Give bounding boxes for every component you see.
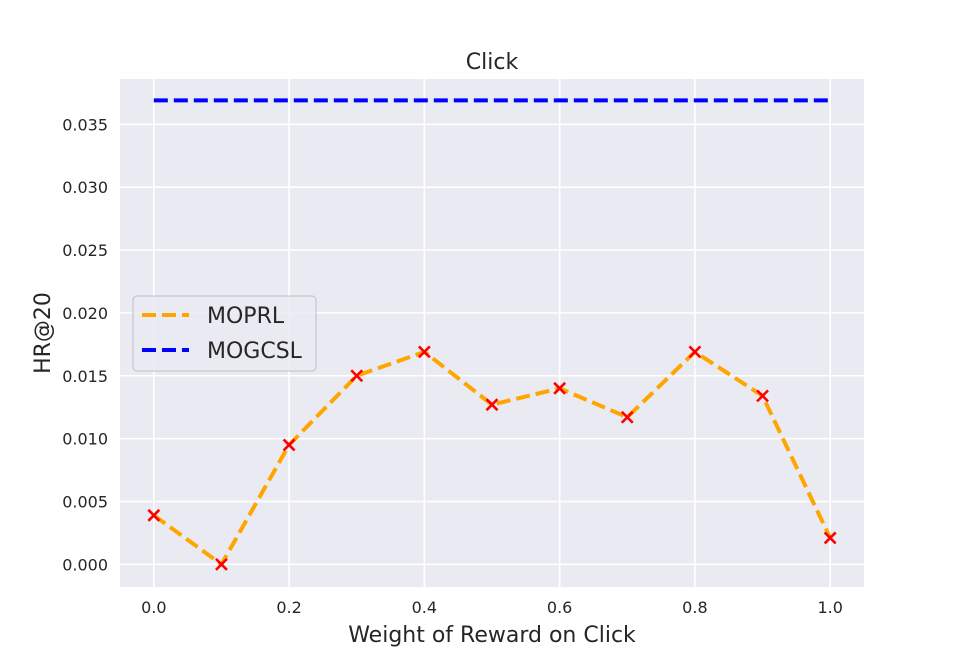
data-point-moprl xyxy=(756,389,769,403)
data-point-moprl xyxy=(823,531,837,545)
y-tick-label: 0.025 xyxy=(62,241,108,260)
y-tick-label: 0.020 xyxy=(62,304,108,323)
data-point-moprl xyxy=(688,345,702,359)
marker-stroke xyxy=(553,381,567,395)
legend-label-moprl: MOPRL xyxy=(207,304,285,329)
data-point-moprl xyxy=(553,381,567,395)
marker-stroke xyxy=(147,508,161,522)
marker-stroke xyxy=(215,557,228,571)
y-tick-label: 0.015 xyxy=(62,367,108,386)
marker-stroke xyxy=(485,398,499,412)
y-tick-label: 0.005 xyxy=(62,492,108,511)
data-point-moprl xyxy=(417,345,431,359)
y-tick-label: 0.010 xyxy=(62,430,108,449)
data-point-moprl xyxy=(147,508,161,522)
x-tick-label: 0.0 xyxy=(141,598,166,617)
legend: MOPRL MOGCSL xyxy=(132,295,317,372)
data-point-moprl xyxy=(282,438,296,452)
data-point-moprl xyxy=(215,557,228,571)
chart-title: Click xyxy=(466,50,519,75)
marker-stroke xyxy=(417,345,431,359)
y-tick-label: 0.030 xyxy=(62,178,108,197)
x-axis-label: Weight of Reward on Click xyxy=(348,623,636,648)
y-tick-label: 0.035 xyxy=(62,115,108,134)
series-layer xyxy=(147,98,837,571)
legend-label-mogcsl: MOGCSL xyxy=(207,339,303,364)
x-tick-label: 1.0 xyxy=(817,598,842,617)
axes: 0.000 0.005 0.010 0.015 0.020 0.025 0.030 0.035… xyxy=(62,115,843,617)
marker-stroke xyxy=(823,531,837,545)
marker-stroke xyxy=(688,345,702,359)
marker-stroke xyxy=(620,410,634,424)
x-tick-label: 0.8 xyxy=(682,598,707,617)
data-point-moprl xyxy=(485,398,499,412)
x-tick-label: 0.4 xyxy=(412,598,437,617)
marker-stroke xyxy=(350,369,364,383)
marker-stroke xyxy=(282,438,296,452)
y-tick-label: 0.000 xyxy=(62,555,108,574)
y-axis-label: HR@20 xyxy=(31,292,56,374)
data-point-moprl xyxy=(620,410,634,424)
legend-box xyxy=(132,295,317,372)
x-tick-label: 0.6 xyxy=(547,598,572,617)
marker-stroke xyxy=(756,389,769,403)
x-tick-label: 0.2 xyxy=(276,598,301,617)
data-point-moprl xyxy=(350,369,364,383)
